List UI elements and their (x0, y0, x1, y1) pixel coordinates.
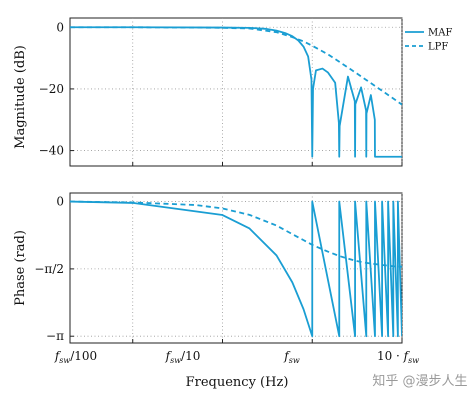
plot-frame (69, 192, 403, 344)
frequency-xlabel: Frequency (Hz) (186, 375, 289, 390)
ytick-label: −20 (39, 82, 64, 96)
magnitude-lpf-line (70, 26, 402, 106)
watermark: 知乎 @漫步人生 (372, 373, 467, 389)
ytick-label: −π/2 (34, 262, 64, 276)
ytick-label: −40 (39, 144, 64, 158)
xtick-label-fsw: fsw (283, 349, 300, 365)
legend-maf-label: MAF (428, 28, 452, 39)
xtick-label-10fsw: 10 · fsw (377, 349, 419, 365)
ytick-label: 0 (56, 20, 64, 34)
xtick-label-fsw-100: fsw/100 (54, 349, 97, 365)
phase-panel: 0 −π/2 −π (34, 192, 403, 344)
legend: MAF LPF (405, 28, 452, 53)
magnitude-ylabel: Magnitude (dB) (13, 45, 28, 149)
ytick-label: −π (46, 329, 64, 343)
phase-maf-line (70, 200, 402, 338)
magnitude-panel: 0 −20 −40 (39, 17, 403, 167)
phase-ylabel: Phase (rad) (13, 230, 28, 306)
legend-lpf-label: LPF (428, 42, 448, 53)
phase-lpf-line (70, 200, 402, 268)
xtick-label-fsw-10: fsw/10 (165, 349, 201, 365)
magnitude-maf-line (70, 26, 402, 158)
ytick-label: 0 (56, 195, 64, 209)
